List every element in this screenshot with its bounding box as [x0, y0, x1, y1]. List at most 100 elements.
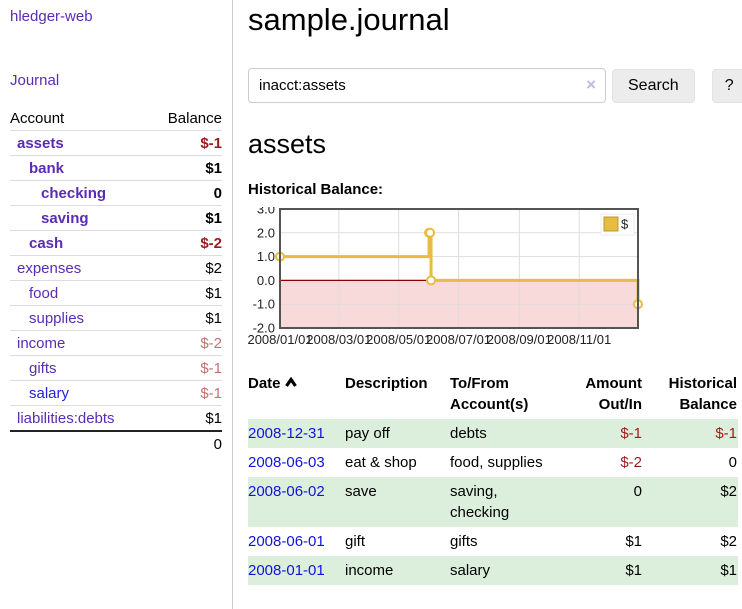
register-header-amount: Amount Out/In — [585, 375, 642, 413]
transaction-date-link[interactable]: 2008-06-03 — [248, 454, 325, 471]
account-name-cell: gifts — [10, 355, 150, 381]
account-row: bank $1 — [10, 155, 222, 181]
search-input[interactable] — [248, 68, 606, 103]
transaction-accounts: food, supplies — [450, 454, 543, 471]
transaction-amount: $1 — [560, 556, 642, 585]
main-content: sample.journal × Search ? assets Histori… — [233, 0, 742, 609]
transaction-date: 2008-06-01 — [248, 527, 345, 556]
account-name-cell: saving — [10, 205, 150, 231]
account-link[interactable]: food — [29, 285, 59, 302]
account-balance: $2 — [149, 255, 222, 281]
historical-balance-chart[interactable]: $3.0 2.0 1.0 0.0 -1.0 -2.0 2008/01/01 2008/03/0… — [247, 202, 742, 355]
account-name-cell: expenses — [10, 255, 150, 281]
search-input-wrapper: × — [248, 68, 606, 103]
transaction-date-link[interactable]: 2008-06-01 — [248, 533, 325, 550]
transaction-date: 2008-06-02 — [248, 477, 345, 527]
account-balance: $1 — [149, 405, 222, 432]
account-balance: 0 — [149, 180, 222, 206]
account-name-cell: cash — [10, 230, 150, 256]
account-row: liabilities:debts $1 — [10, 405, 222, 432]
accounts-total-spacer — [10, 430, 150, 456]
account-link[interactable]: bank — [29, 160, 65, 177]
account-row: checking 0 — [10, 180, 222, 206]
account-row: salary $-1 — [10, 380, 222, 406]
account-balance: $1 — [149, 305, 222, 331]
account-link[interactable]: gifts — [29, 360, 57, 377]
transaction-amount: $-1 — [560, 419, 642, 448]
transaction-accounts: saving, checking — [450, 477, 560, 527]
account-heading: assets — [248, 129, 327, 159]
transaction-date: 2008-06-03 — [248, 448, 345, 477]
accounts-header-balance: Balance — [149, 106, 222, 131]
account-name-cell: liabilities:debts — [10, 405, 150, 432]
transaction-description: eat & shop — [345, 454, 417, 471]
transaction-date-link[interactable]: 2008-01-01 — [248, 562, 325, 579]
account-link[interactable]: liabilities:debts — [17, 410, 115, 427]
register-table: Date Description To/From Account(s) Amou… — [248, 371, 738, 585]
account-link[interactable]: salary — [29, 385, 70, 402]
transaction-accounts: gifts — [450, 533, 478, 550]
y-axis-tick-label: -2.0 — [253, 321, 275, 336]
account-row: gifts $-1 — [10, 355, 222, 381]
transaction-amount: $1 — [625, 533, 642, 550]
register-row: 2008-06-01 gift gifts $1 $2 — [248, 527, 738, 556]
sort-ascending-icon — [284, 377, 297, 387]
data-point-marker — [425, 227, 436, 238]
account-row: supplies $1 — [10, 305, 222, 331]
register-header-description: Description — [345, 375, 428, 392]
transaction-date-link[interactable]: 2008-12-31 — [248, 425, 325, 442]
search-button[interactable]: Search — [612, 68, 695, 103]
account-name-cell: bank — [10, 155, 150, 181]
chart-svg: $3.0 2.0 1.0 0.0 -1.0 -2.02008/01/012008/03/0… — [247, 202, 643, 347]
register-header-account: To/From Account(s) — [450, 375, 529, 413]
y-axis-tick-label: 3.0 — [257, 207, 275, 217]
account-link[interactable]: saving — [41, 210, 89, 227]
y-axis-tick-label: 1.0 — [257, 249, 275, 264]
account-link[interactable]: income — [17, 335, 66, 352]
transaction-accounts: salary — [450, 556, 560, 585]
x-axis-tick-label: 2008/07/01 — [426, 332, 491, 347]
clear-search-icon[interactable]: × — [586, 75, 596, 94]
y-axis-tick-label: -1.0 — [253, 297, 275, 312]
register-row: 2008-06-02 save saving, checking 0 $2 — [248, 477, 738, 527]
account-link[interactable]: checking — [41, 185, 107, 202]
account-link[interactable]: assets — [17, 135, 64, 152]
chart-section-label: Historical Balance: — [248, 181, 384, 198]
transaction-date-link[interactable]: 2008-06-02 — [248, 483, 325, 500]
transaction-description: gift — [345, 533, 366, 550]
accounts-header-account: Account — [10, 106, 150, 131]
account-link[interactable]: supplies — [29, 310, 85, 327]
account-row: assets $-1 — [10, 130, 222, 156]
accounts-total-row: 0 — [10, 430, 222, 456]
legend-swatch-icon — [603, 216, 619, 232]
account-balance: $1 — [149, 155, 222, 181]
x-axis-tick-label: 2008/05/01 — [366, 332, 431, 347]
account-balance: $1 — [149, 280, 222, 306]
account-balance: $1 — [149, 205, 222, 231]
register-row: 2008-06-03 eat & shop food, supplies $-2 0 — [248, 448, 738, 477]
account-row: income $-2 — [10, 330, 222, 356]
account-balance: $-2 — [149, 230, 222, 256]
account-name-cell: food — [10, 280, 150, 306]
sidebar-item-journal[interactable]: Journal — [10, 72, 60, 89]
transaction-description: pay off — [345, 419, 450, 448]
transaction-amount: 0 — [560, 477, 642, 527]
plot-border — [279, 208, 639, 329]
register-header-balance: Historical Balance — [668, 375, 737, 413]
register-row: 2008-01-01 income salary $1 $1 — [248, 556, 738, 585]
accounts-header-row: Account Balance — [10, 106, 222, 131]
accounts-total-value: 0 — [149, 430, 222, 456]
register-header-date[interactable]: Date — [248, 371, 345, 419]
accounts-table: Account Balance assets $-1 bank $1 checking 0… — [10, 106, 222, 456]
account-link[interactable]: cash — [29, 235, 64, 252]
transaction-date: 2008-12-31 — [248, 419, 345, 448]
legend-label: $ — [621, 217, 629, 232]
x-axis-tick-label: 2008/03/01 — [306, 332, 371, 347]
help-button[interactable]: ? — [711, 68, 742, 103]
account-link[interactable]: expenses — [17, 260, 82, 277]
transaction-accounts: debts — [450, 419, 560, 448]
app-brand-link[interactable]: hledger-web — [10, 8, 93, 25]
x-axis-tick-label: 2008/01/01 — [248, 332, 313, 347]
sidebar: hledger-web Journal Account Balance asse… — [0, 0, 233, 609]
